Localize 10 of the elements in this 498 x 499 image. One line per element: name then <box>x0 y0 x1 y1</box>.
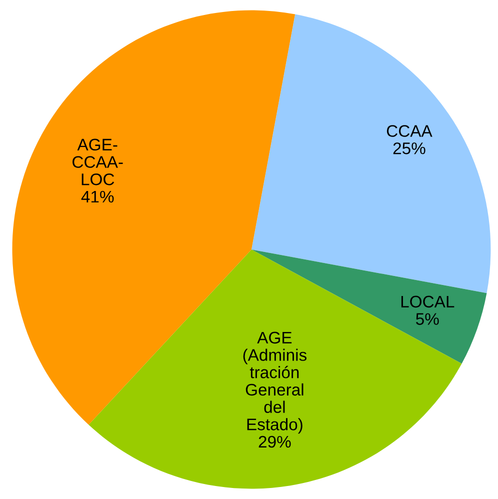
slice-label: CCAA <box>386 125 432 137</box>
slice-label: AGE (Adminis tración General del Estado) <box>243 332 306 434</box>
data-label: 5% <box>416 313 439 325</box>
data-label: 41% <box>81 190 114 203</box>
pie-slice <box>88 250 462 489</box>
slice-label: AGE- CCAA- LOC <box>72 138 123 186</box>
slice-label: LOCAL <box>401 296 454 308</box>
data-label: 25% <box>393 142 426 154</box>
pie-slice <box>251 14 491 294</box>
data-label: 29% <box>258 436 291 448</box>
